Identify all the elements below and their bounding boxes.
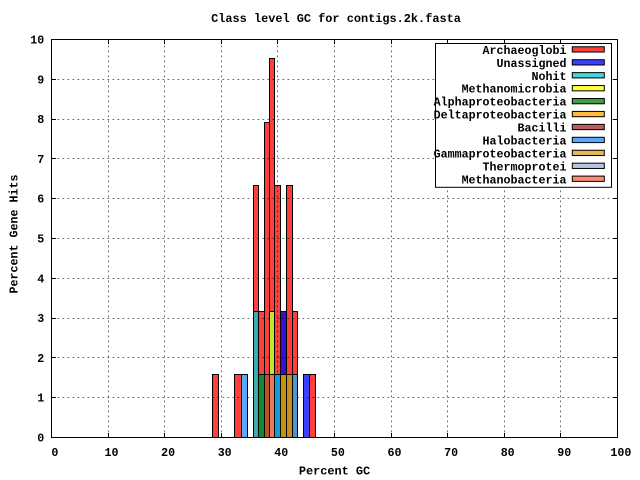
svg-text:90: 90 (557, 446, 571, 460)
svg-text:Methanomicrobia: Methanomicrobia (462, 83, 567, 97)
svg-text:Methanobacteria: Methanobacteria (462, 173, 567, 187)
svg-text:10: 10 (105, 446, 119, 460)
svg-text:Nohit: Nohit (532, 70, 567, 84)
svg-text:6: 6 (37, 193, 44, 207)
svg-text:30: 30 (218, 446, 232, 460)
svg-text:Alphaproteobacteria: Alphaproteobacteria (434, 96, 567, 110)
svg-text:0: 0 (51, 446, 58, 460)
svg-text:Percent Gene Hits: Percent Gene Hits (7, 175, 21, 294)
svg-text:Thermoprotei: Thermoprotei (483, 160, 567, 174)
svg-text:2: 2 (37, 352, 44, 366)
svg-text:60: 60 (388, 446, 402, 460)
svg-text:10: 10 (30, 34, 44, 48)
svg-text:1: 1 (37, 392, 44, 406)
svg-text:Bacilli: Bacilli (518, 122, 567, 136)
svg-text:5: 5 (37, 233, 44, 247)
svg-text:Class level GC for contigs.2k.: Class level GC for contigs.2k.fasta (211, 12, 461, 26)
svg-text:20: 20 (161, 446, 175, 460)
svg-text:Deltaproteobacteria: Deltaproteobacteria (434, 109, 567, 123)
svg-text:8: 8 (37, 113, 44, 127)
svg-text:100: 100 (610, 446, 631, 460)
svg-text:Halobacteria: Halobacteria (483, 134, 567, 148)
svg-text:80: 80 (501, 446, 515, 460)
svg-text:Archaeoglobi: Archaeoglobi (483, 44, 567, 58)
svg-text:Unassigned: Unassigned (497, 57, 567, 71)
svg-text:Gammaproteobacteria: Gammaproteobacteria (434, 147, 567, 161)
svg-text:7: 7 (37, 153, 44, 167)
svg-text:4: 4 (37, 272, 44, 286)
svg-text:9: 9 (37, 73, 44, 87)
svg-text:70: 70 (444, 446, 458, 460)
svg-text:40: 40 (274, 446, 288, 460)
svg-text:3: 3 (37, 312, 44, 326)
svg-text:50: 50 (331, 446, 345, 460)
svg-text:Percent GC: Percent GC (299, 465, 370, 479)
svg-text:0: 0 (37, 432, 44, 446)
